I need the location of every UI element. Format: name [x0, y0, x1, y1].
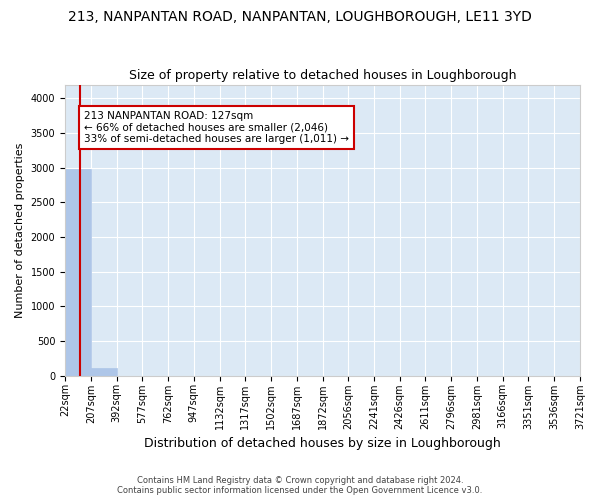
Y-axis label: Number of detached properties: Number of detached properties [15, 142, 25, 318]
Bar [91, 368, 116, 376]
Text: Contains HM Land Registry data © Crown copyright and database right 2024.
Contai: Contains HM Land Registry data © Crown c… [118, 476, 482, 495]
X-axis label: Distribution of detached houses by size in Loughborough: Distribution of detached houses by size … [144, 437, 501, 450]
Text: 213, NANPANTAN ROAD, NANPANTAN, LOUGHBOROUGH, LE11 3YD: 213, NANPANTAN ROAD, NANPANTAN, LOUGHBOR… [68, 10, 532, 24]
Bar [65, 169, 91, 376]
Text: 213 NANPANTAN ROAD: 127sqm
← 66% of detached houses are smaller (2,046)
33% of s: 213 NANPANTAN ROAD: 127sqm ← 66% of deta… [84, 111, 349, 144]
Title: Size of property relative to detached houses in Loughborough: Size of property relative to detached ho… [129, 69, 516, 82]
